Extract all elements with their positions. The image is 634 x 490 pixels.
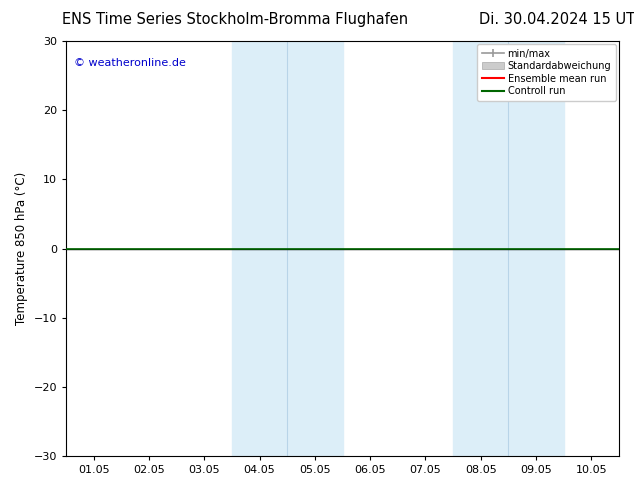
Bar bbox=[232, 41, 342, 456]
Legend: min/max, Standardabweichung, Ensemble mean run, Controll run: min/max, Standardabweichung, Ensemble me… bbox=[477, 44, 616, 101]
Y-axis label: Temperature 850 hPa (°C): Temperature 850 hPa (°C) bbox=[15, 172, 28, 325]
Text: Di. 30.04.2024 15 UTC: Di. 30.04.2024 15 UTC bbox=[479, 12, 634, 27]
Text: © weatheronline.de: © weatheronline.de bbox=[74, 58, 186, 68]
Text: ENS Time Series Stockholm-Bromma Flughafen: ENS Time Series Stockholm-Bromma Flughaf… bbox=[61, 12, 408, 27]
Bar bbox=[453, 41, 564, 456]
